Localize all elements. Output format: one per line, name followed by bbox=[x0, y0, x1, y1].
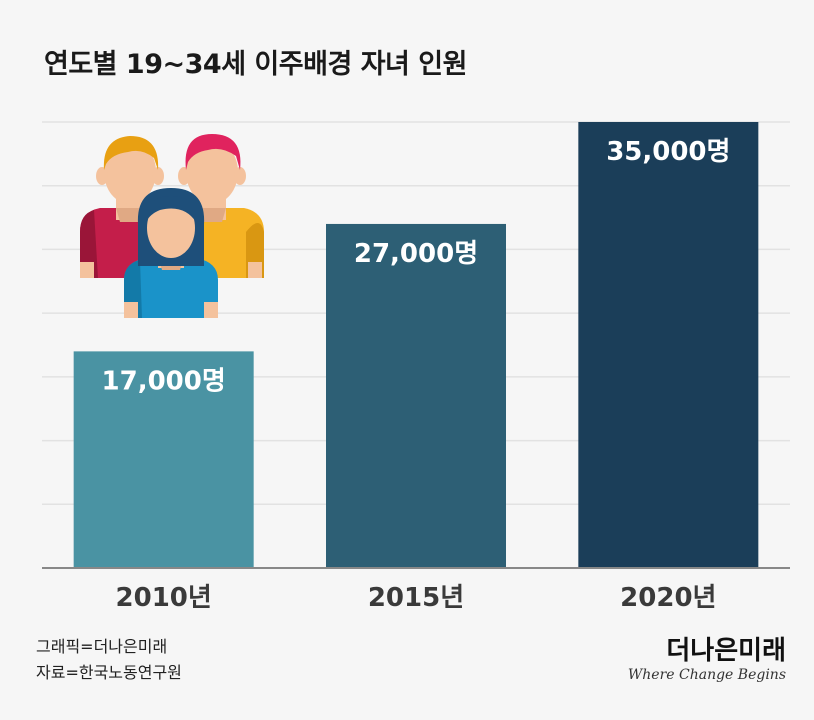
labels: 17,000명 2010년 27,000명 2015년 35,000명 2020년 bbox=[102, 137, 731, 613]
brand-logo: 더나은미래 Where Change Begins bbox=[628, 636, 786, 684]
x-tick-label: 2020년 bbox=[620, 583, 716, 613]
bar-2020년 bbox=[578, 122, 759, 568]
x-tick-label: 2015년 bbox=[368, 583, 464, 613]
person-front-icon bbox=[124, 188, 218, 318]
brand-name: 더나은미래 bbox=[666, 636, 786, 666]
brand-tagline: Where Change Begins bbox=[627, 667, 786, 683]
bar-2010년 bbox=[73, 351, 254, 568]
data-label: 35,000명 bbox=[606, 137, 730, 167]
data-label: 27,000명 bbox=[354, 239, 478, 269]
x-tick-label: 2010년 bbox=[116, 583, 212, 613]
chart-title: 연도별 19~34세 이주배경 자녀 인원 bbox=[44, 49, 467, 80]
credits: 그래픽=더나은미래 자료=한국노동연구원 bbox=[36, 634, 182, 686]
graphic-credit: 그래픽=더나은미래 bbox=[36, 637, 168, 656]
bar-2015년 bbox=[326, 223, 506, 568]
source-credit: 자료=한국노동연구원 bbox=[36, 663, 182, 682]
data-label: 17,000명 bbox=[102, 366, 226, 396]
bars bbox=[73, 122, 759, 568]
people-group-icon bbox=[80, 134, 264, 318]
